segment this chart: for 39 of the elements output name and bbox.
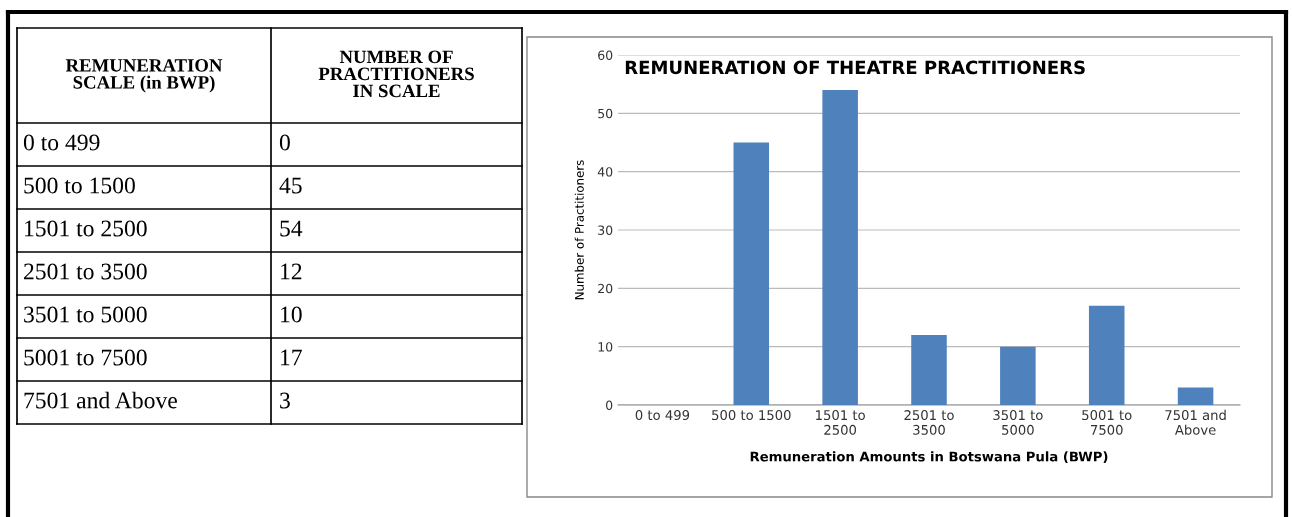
- x-tick-label: 3501 to 5000: [993, 410, 1043, 435]
- y-tick-label: 50: [598, 108, 613, 119]
- y-tick-label: 40: [597, 167, 613, 177]
- x-tick-label: 1501 to 2500: [816, 410, 865, 435]
- text: REMUNERATION SCALE (in BWP): [65, 59, 223, 93]
- category-label: 7501 and Above: [24, 391, 177, 409]
- y-tick-label: 0: [606, 400, 613, 410]
- data-label: 17: [281, 349, 302, 366]
- data-label: 12: [281, 263, 302, 280]
- text: NUMBER OF PRACTITIONERS IN SCALE: [318, 50, 474, 98]
- y-tick-label: 30: [598, 225, 613, 235]
- bar: [1000, 346, 1036, 405]
- data-label: 10: [281, 306, 302, 323]
- x-tick-label: 2501 to 3500: [904, 410, 954, 435]
- y-tick-label: 20: [598, 283, 613, 294]
- y-axis-title: Number of Practitioners: [574, 160, 584, 300]
- category-label: 0 to 499: [23, 134, 100, 151]
- x-tick-label: 5001 to 7500: [1082, 410, 1132, 435]
- bar: [733, 142, 770, 405]
- bar: [911, 335, 947, 405]
- bar: [1088, 305, 1125, 405]
- category-label: 500 to 1500: [24, 177, 135, 194]
- x-axis-title: Remuneration Amounts in Botswana Pula (BWP): [750, 451, 1108, 464]
- chart-title: REMUNERATION OF THEATRE PRACTITIONERS: [625, 60, 1085, 75]
- data-label: 54: [280, 220, 303, 237]
- y-tick-label: 10: [598, 342, 613, 352]
- x-tick-label: 0 to 499: [635, 410, 690, 421]
- bar: [1177, 387, 1214, 405]
- category-label: 5001 to 7500: [24, 349, 147, 366]
- category-label: 1501 to 2500: [25, 220, 147, 237]
- x-tick-label: 500 to 1500: [712, 410, 791, 421]
- bar: [822, 90, 858, 405]
- data-label: 45: [279, 177, 302, 194]
- category-label: 2501 to 3500: [24, 263, 147, 280]
- data-label: 3: [280, 392, 290, 409]
- y-tick-label: 60: [598, 50, 613, 60]
- data-label: 0: [279, 134, 290, 151]
- x-tick-label: 7501 and Above: [1165, 409, 1226, 435]
- category-label: 3501 to 5000: [24, 306, 147, 323]
